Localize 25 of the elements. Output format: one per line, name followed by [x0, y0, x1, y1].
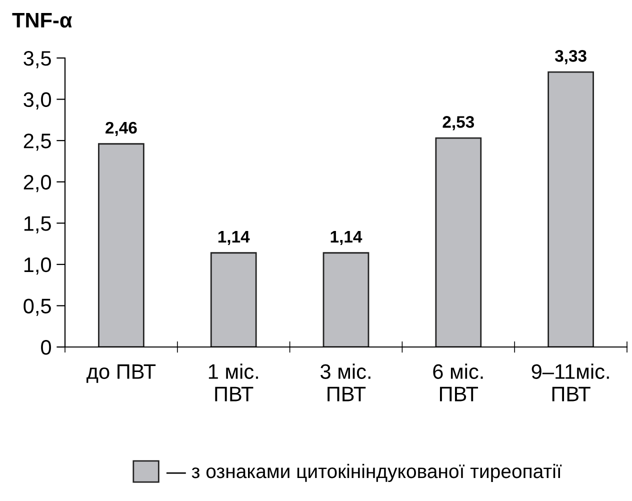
data-label: 2,53 — [442, 116, 474, 130]
data-label: 1,14 — [330, 231, 362, 246]
data-label: 3,33 — [554, 50, 586, 64]
y-axis-title: TNF-α — [12, 13, 72, 28]
bar — [210, 252, 257, 347]
y-tick-label: 3,5 — [24, 51, 51, 68]
y-tick-label: 2,5 — [24, 134, 51, 151]
data-label: 1,14 — [218, 231, 250, 246]
bar — [548, 71, 594, 347]
x-tick-label: 9–11міс. ПВТ — [532, 364, 609, 402]
bar — [98, 143, 144, 347]
x-tick-label: до ПВТ — [86, 364, 156, 383]
x-tick-label: 1 міс. ПВТ — [208, 364, 258, 402]
y-tick-label: 1,5 — [24, 216, 51, 234]
y-tick-label: 0 — [41, 340, 51, 355]
legend-label: — з ознаками цитокініндукованої тиреопатії — [166, 464, 562, 482]
y-tick-label: 3,0 — [24, 92, 51, 110]
y-tick-label: 1,0 — [24, 257, 51, 275]
y-tick-label: 0,5 — [24, 298, 51, 316]
x-tick-label: 3 міс. ПВТ — [320, 364, 370, 402]
y-tick-label: 2,0 — [24, 174, 51, 192]
x-tick-label: 6 міс. ПВТ — [433, 364, 483, 402]
bar — [435, 137, 482, 347]
data-label: 2,46 — [106, 122, 137, 136]
bar — [322, 252, 370, 347]
